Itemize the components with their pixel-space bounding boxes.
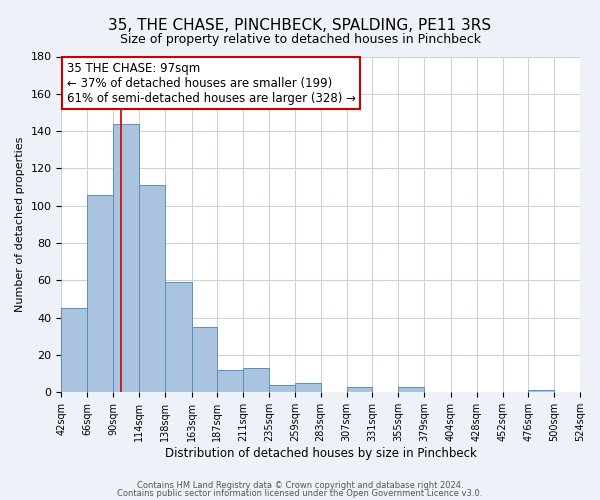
X-axis label: Distribution of detached houses by size in Pinchbeck: Distribution of detached houses by size … [165,447,476,460]
Bar [243,368,269,392]
Bar [347,386,373,392]
Bar [61,308,87,392]
Bar [295,383,321,392]
Text: Contains HM Land Registry data © Crown copyright and database right 2024.: Contains HM Land Registry data © Crown c… [137,480,463,490]
Text: Size of property relative to detached houses in Pinchbeck: Size of property relative to detached ho… [119,32,481,46]
Text: 35 THE CHASE: 97sqm
← 37% of detached houses are smaller (199)
61% of semi-detac: 35 THE CHASE: 97sqm ← 37% of detached ho… [67,62,356,104]
Bar [113,124,139,392]
Bar [398,386,424,392]
Bar [164,282,191,393]
Bar [217,370,243,392]
Text: Contains public sector information licensed under the Open Government Licence v3: Contains public sector information licen… [118,489,482,498]
Bar [87,194,113,392]
Bar [139,185,164,392]
Bar [269,385,295,392]
Y-axis label: Number of detached properties: Number of detached properties [15,136,25,312]
Text: 35, THE CHASE, PINCHBECK, SPALDING, PE11 3RS: 35, THE CHASE, PINCHBECK, SPALDING, PE11… [109,18,491,32]
Bar [191,327,217,392]
Bar [529,390,554,392]
